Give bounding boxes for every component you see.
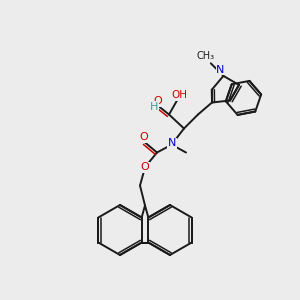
Text: O: O (140, 133, 148, 142)
Text: CH₃: CH₃ (197, 51, 215, 61)
Text: N: N (168, 139, 176, 148)
Text: OH: OH (171, 91, 187, 100)
Text: O: O (141, 163, 149, 172)
Text: H: H (150, 101, 158, 112)
Text: N: N (216, 65, 225, 75)
Text: O: O (154, 97, 162, 106)
